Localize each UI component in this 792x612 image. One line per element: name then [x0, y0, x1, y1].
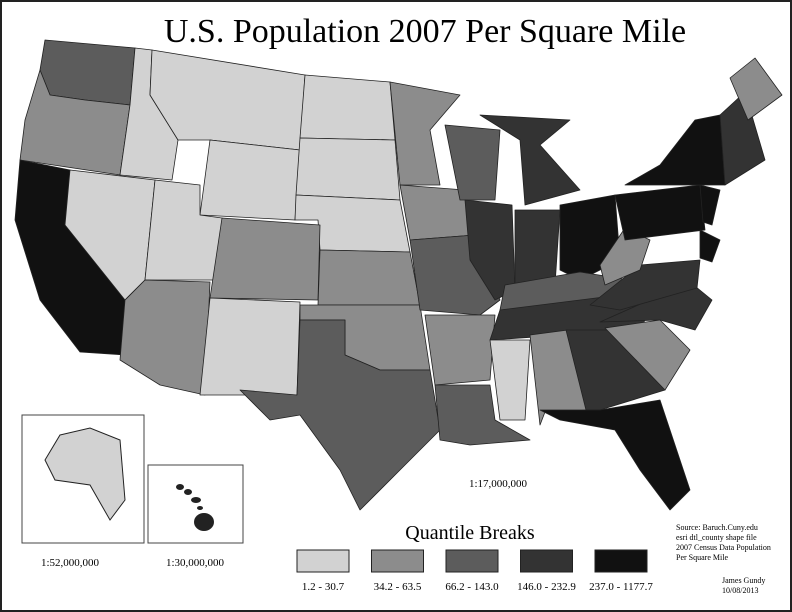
source-line: 2007 Census Data Population — [676, 543, 771, 552]
legend: 1.2 - 30.7 34.2 - 63.5 66.2 - 143.0 146.0 -… — [296, 549, 653, 593]
alaska-scale: 1:52,000,000 — [41, 557, 100, 569]
source-line: Source: Baruch.Cuny.edu — [676, 523, 758, 532]
hawaii-inset — [147, 464, 244, 544]
author: James Gundy — [722, 576, 765, 585]
legend-swatch — [296, 549, 350, 573]
alaska — [44, 427, 126, 521]
source-line: esri dtl_county shape file — [676, 533, 757, 542]
legend-label: 1.2 - 30.7 — [302, 581, 345, 593]
legend-swatch — [594, 549, 648, 573]
main-scale: 1:17,000,000 — [469, 478, 528, 490]
hawaii-scale: 1:30,000,000 — [166, 557, 225, 569]
hawaii — [176, 484, 214, 531]
legend-label: 237.0 - 1177.7 — [589, 581, 653, 593]
source-line: Per Square Mile — [676, 553, 728, 562]
legend-swatch — [520, 549, 573, 573]
us-states — [14, 39, 783, 511]
legend-swatch — [445, 549, 499, 573]
legend-title: Quantile Breaks — [405, 522, 535, 544]
legend-label: 146.0 - 232.9 — [517, 581, 576, 593]
map-title: U.S. Population 2007 Per Square Mile — [164, 13, 686, 50]
legend-label: 34.2 - 63.5 — [374, 581, 422, 593]
legend-swatch — [371, 549, 424, 573]
legend-label: 66.2 - 143.0 — [445, 581, 499, 593]
date: 10/08/2013 — [722, 586, 758, 595]
